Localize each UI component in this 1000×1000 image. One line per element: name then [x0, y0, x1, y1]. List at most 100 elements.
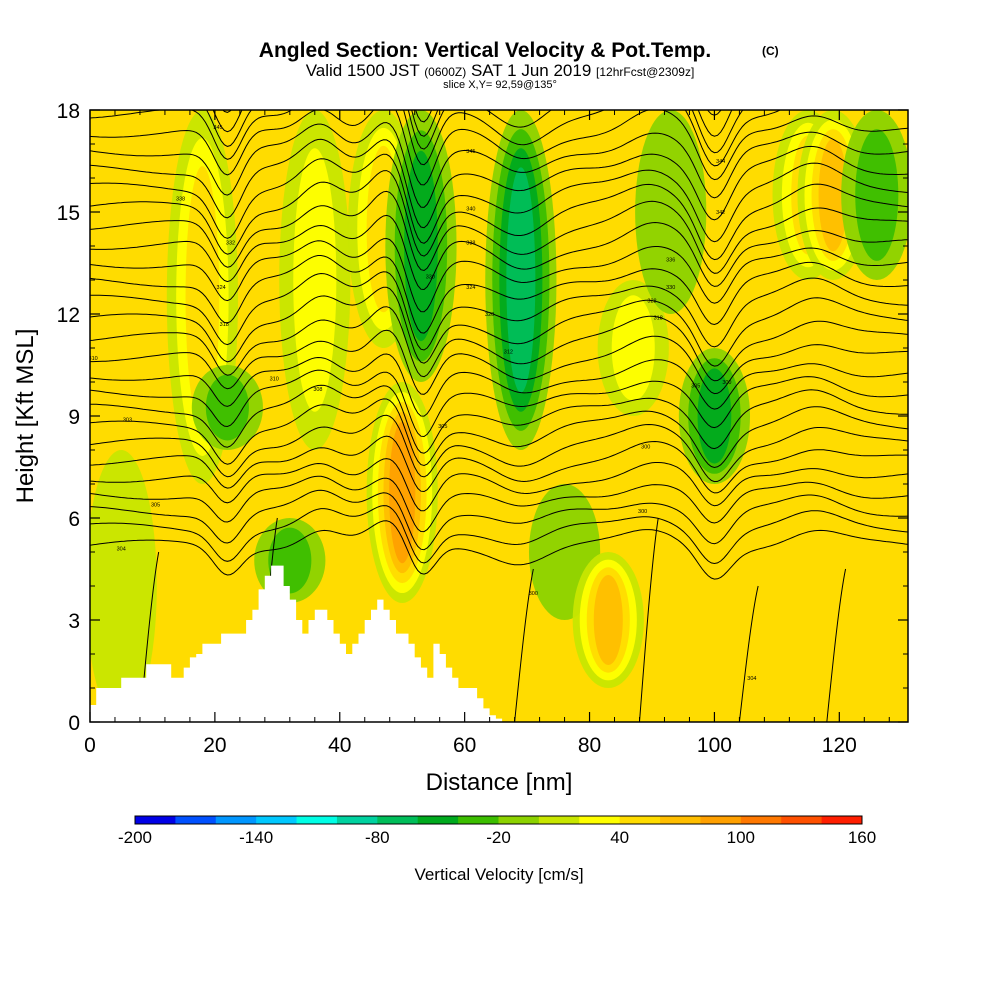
- theta-contour: [90, 329, 908, 395]
- theta-contour: [90, 369, 908, 438]
- theta-contour: [826, 568, 847, 722]
- theta-contour: [90, 435, 908, 494]
- theta-label: 336: [666, 258, 675, 264]
- velocity-streak: [205, 374, 249, 441]
- theta-label: 303: [123, 417, 132, 423]
- theta-contour: [514, 568, 534, 722]
- y-tick-label: 12: [57, 304, 80, 327]
- theta-label: 300: [638, 509, 647, 515]
- x-tick-label: 120: [822, 734, 857, 757]
- theta-contour: [90, 110, 908, 186]
- theta-label: 345: [466, 149, 475, 155]
- theta-contour: [90, 414, 908, 483]
- theta-contour: [90, 286, 908, 367]
- valid-time-local: Valid 1500 JST: [306, 61, 420, 80]
- theta-contour: [90, 237, 908, 313]
- velocity-streak: [404, 150, 438, 342]
- theta-label: 300: [722, 380, 731, 386]
- colorbar-tick-label: 40: [610, 828, 629, 847]
- colorbar-swatch: [296, 816, 338, 824]
- theta-contour: [222, 110, 722, 123]
- colorbar-tick-label: 160: [848, 828, 876, 847]
- y-axis: 0 3 6 9 12 15 18: [57, 100, 908, 735]
- theta-contour: [90, 138, 908, 229]
- x-tick-label: 20: [203, 734, 226, 757]
- velocity-streak: [293, 148, 337, 412]
- colorbar-swatch: [579, 816, 621, 824]
- theta-label: 310: [270, 377, 279, 383]
- theta-contour: [638, 517, 659, 722]
- slice-info: slice X,Y= 92,59@135°: [443, 79, 557, 91]
- colorbar-swatch: [458, 816, 499, 824]
- theta-contour: [90, 489, 908, 551]
- theta-contour: [738, 585, 759, 722]
- theta-label: 342: [716, 210, 725, 216]
- theta-label: 310: [89, 356, 98, 362]
- copyright-mark: (C): [762, 44, 779, 58]
- x-tick-label: 100: [697, 734, 732, 757]
- velocity-streak: [90, 450, 157, 722]
- velocity-streak: [185, 166, 220, 428]
- theta-label: 304: [747, 676, 756, 682]
- theta-label: 305: [151, 502, 160, 508]
- velocity-streak: [506, 167, 536, 393]
- terrain: [90, 565, 509, 722]
- colorbar-swatch: [135, 816, 176, 824]
- theta-label: 318: [220, 322, 229, 328]
- theta-label: 340: [466, 207, 475, 213]
- theta-contour: [90, 110, 782, 167]
- velocity-streak: [818, 138, 848, 252]
- theta-contour: [90, 353, 908, 417]
- theta-label: 324: [466, 285, 475, 291]
- x-axis: 0 20 40 60 80 100 120: [84, 110, 890, 757]
- y-tick-label: 0: [68, 712, 80, 735]
- colorbar-swatch: [377, 816, 419, 824]
- theta-label: 328: [647, 298, 656, 304]
- forecast-info: [12hrFcst@2309z]: [596, 65, 694, 79]
- x-tick-label: 40: [328, 734, 351, 757]
- theta-label: 330: [666, 285, 675, 291]
- theta-label: 312: [504, 349, 513, 355]
- theta-label: 344: [716, 159, 725, 165]
- theta-label: 300: [641, 445, 650, 451]
- velocity-streak: [635, 110, 707, 314]
- chart-title: Angled Section: Vertical Velocity & Pot.…: [259, 39, 711, 62]
- y-axis-label: Height [Kft MSL]: [12, 329, 39, 504]
- colorbar-swatch: [619, 816, 661, 824]
- colorbar-tick-label: -200: [118, 828, 152, 847]
- colorbar-swatch: [821, 816, 863, 824]
- theta-contour-labels: 345 345 344 338 340 342 338 332 336 330 330 324 324 3…: [89, 125, 756, 682]
- x-tick-label: 80: [578, 734, 601, 757]
- theta-contour: [90, 398, 908, 469]
- colorbar-tick-label: 100: [727, 828, 755, 847]
- x-axis-label: Distance [nm]: [426, 769, 573, 796]
- theta-label: 345: [213, 125, 222, 131]
- colorbar: -200 -140 -80 -20 40 100 160: [118, 815, 876, 847]
- colorbar-swatch: [215, 816, 257, 824]
- colorbar-tick-label: -140: [239, 828, 273, 847]
- theta-label: 305: [438, 424, 447, 430]
- y-tick-label: 6: [68, 508, 80, 531]
- theta-label: 300: [529, 591, 538, 597]
- x-tick-label: 60: [453, 734, 476, 757]
- theta-label: 320: [485, 312, 494, 318]
- theta-contour: [90, 170, 908, 261]
- theta-contour: [90, 153, 908, 244]
- theta-contour: [206, 110, 744, 154]
- valid-date: SAT 1 Jun 2019: [471, 61, 591, 80]
- velocity-streak: [389, 421, 416, 564]
- theta-contour: [90, 384, 908, 454]
- theta-label: 308: [313, 387, 322, 393]
- valid-time-line: Valid 1500 JST (0600Z) SAT 1 Jun 2019 [1…: [306, 61, 695, 80]
- theta-label: 338: [466, 241, 475, 247]
- velocity-field: [90, 110, 908, 722]
- valid-time-utc: (0600Z): [424, 65, 466, 79]
- theta-contours: [90, 110, 908, 722]
- y-tick-label: 15: [57, 202, 80, 225]
- colorbar-tick-label: -80: [365, 828, 390, 847]
- theta-contour: [90, 306, 908, 382]
- theta-label: 330: [426, 275, 435, 281]
- colorbar-swatch: [700, 816, 742, 824]
- y-tick-label: 9: [68, 406, 80, 429]
